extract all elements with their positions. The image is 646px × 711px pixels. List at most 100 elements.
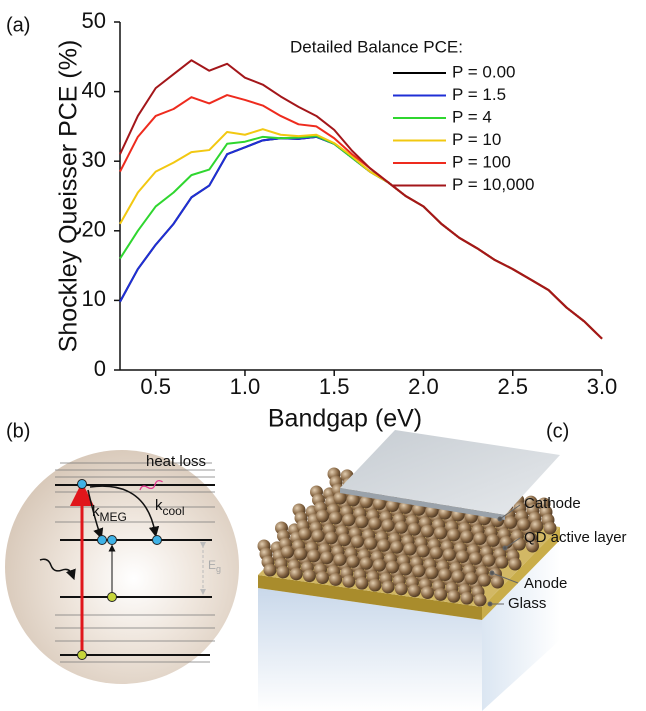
qd-sphere xyxy=(394,520,408,534)
heat-loss-label: heat loss xyxy=(146,453,206,470)
series-line xyxy=(119,135,603,340)
cathode-edge xyxy=(340,488,505,520)
kcool-base: k xyxy=(155,497,163,514)
photon xyxy=(39,558,76,581)
qd-sphere xyxy=(491,575,504,589)
qd-sphere xyxy=(394,582,408,596)
qd-sphere xyxy=(508,557,522,571)
qd-sphere xyxy=(482,553,496,567)
panel-label: (c) xyxy=(546,420,569,442)
qd-sphere xyxy=(421,586,434,599)
qd-sphere xyxy=(355,515,369,529)
qd-sphere xyxy=(381,580,395,594)
qd-sphere xyxy=(473,593,487,607)
qd-sphere xyxy=(399,562,413,576)
background-circle xyxy=(5,450,239,684)
qd-sphere xyxy=(381,518,395,532)
eg-base: E xyxy=(208,558,216,572)
qd-sphere xyxy=(504,515,518,529)
meg-arrow xyxy=(87,489,104,539)
leaders xyxy=(487,504,521,607)
chart: Shockley Queisser PCE (%) Bandgap (eV) D… xyxy=(55,8,618,433)
qd-sphere xyxy=(263,563,277,577)
qd-sphere xyxy=(517,517,531,531)
qd-sphere xyxy=(359,495,373,509)
qd-sphere xyxy=(281,545,294,559)
legend-title: Detailed Balance PCE: xyxy=(290,37,463,56)
qd-sphere xyxy=(342,513,356,527)
qd-sphere xyxy=(456,550,469,563)
qd-sphere xyxy=(460,530,474,544)
qd-sphere xyxy=(429,546,443,560)
y-tick-label: 0 xyxy=(94,356,106,381)
kmeg-sub: MEG xyxy=(100,510,127,524)
x-tick-label: 2.5 xyxy=(497,374,528,399)
qd-sphere xyxy=(412,564,426,578)
glass-side xyxy=(482,540,560,711)
qd-sphere xyxy=(364,536,378,550)
series-line xyxy=(119,59,603,340)
series-line xyxy=(119,135,603,340)
qd-sphere xyxy=(289,567,303,581)
qd-sphere xyxy=(495,555,509,569)
qd-sphere xyxy=(372,497,386,511)
panel-label: (a) xyxy=(6,14,30,36)
qd-sphere xyxy=(320,551,334,565)
x-tick-label: 3.0 xyxy=(587,374,618,399)
legend-label: P = 1.5 xyxy=(452,85,506,104)
qd-sphere xyxy=(434,526,448,540)
qd-sphere xyxy=(386,560,399,574)
kcool-label: kcool xyxy=(155,497,185,518)
qd-sphere xyxy=(447,528,461,542)
x-tick-label: 1.0 xyxy=(230,374,261,399)
qd-sphere xyxy=(469,551,483,565)
qd-layer xyxy=(257,467,557,607)
qd-sphere xyxy=(447,589,461,603)
qd-sphere xyxy=(311,529,325,543)
qd-sphere xyxy=(464,571,478,585)
cathode-top xyxy=(340,430,560,515)
qd-sphere xyxy=(403,542,417,556)
legend-label: P = 100 xyxy=(452,152,511,171)
qd-sphere xyxy=(324,531,338,545)
qd-sphere xyxy=(346,554,360,568)
y-axis-title: Shockley Queisser PCE (%) xyxy=(55,40,83,353)
qd-sphere xyxy=(473,532,487,545)
legend-label: P = 4 xyxy=(452,107,492,126)
qd-sphere xyxy=(372,558,386,572)
qd-sphere xyxy=(307,549,321,563)
layer-label: Glass xyxy=(508,595,546,612)
qd-sphere xyxy=(333,491,347,505)
qd-sphere xyxy=(329,511,343,525)
series-line xyxy=(119,94,603,340)
layer-label: Cathode xyxy=(524,495,581,512)
qd-sphere xyxy=(543,521,557,535)
qd-sphere xyxy=(442,548,456,562)
qd-sphere xyxy=(407,522,421,536)
qd-sphere xyxy=(346,493,360,507)
x-axis-title: Bandgap (eV) xyxy=(268,405,422,433)
carriers xyxy=(77,479,162,660)
energy-diagram: heat loss kMEG kcool Eg xyxy=(5,450,239,684)
qd-sphere xyxy=(351,535,364,548)
eg-sub: g xyxy=(216,564,221,574)
qd-sphere xyxy=(368,517,382,530)
qd-sphere xyxy=(342,574,356,588)
y-tick-label: 50 xyxy=(82,8,106,33)
x-tick-label: 2.0 xyxy=(408,374,439,399)
anode-side xyxy=(482,527,560,620)
x-tick-label: 1.5 xyxy=(319,374,350,399)
qd-sphere xyxy=(333,553,347,566)
qd-sphere xyxy=(530,519,544,533)
kcool-sub: cool xyxy=(163,504,185,518)
qd-sphere xyxy=(477,573,491,587)
qd-sphere xyxy=(355,576,369,590)
qd-sphere xyxy=(294,547,308,561)
qd-sphere xyxy=(316,571,329,584)
panel-label: (b) xyxy=(6,420,30,442)
qd-sphere xyxy=(460,591,474,605)
kmeg-base: k xyxy=(92,503,100,520)
legend-label: P = 10 xyxy=(452,130,501,149)
y-tick-label: 40 xyxy=(82,77,106,102)
